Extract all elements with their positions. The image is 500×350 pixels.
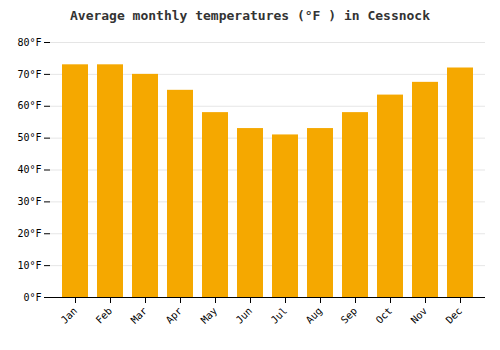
svg-text:Sep: Sep [339, 305, 360, 326]
svg-text:Dec: Dec [444, 305, 465, 326]
svg-text:70°F: 70°F [17, 69, 41, 80]
svg-text:80°F: 80°F [17, 37, 41, 48]
svg-text:May: May [199, 305, 220, 326]
svg-text:Apr: Apr [164, 305, 185, 326]
svg-text:30°F: 30°F [17, 196, 41, 207]
html-text:Average monthly temperatures (: Average monthly temperatures (°F ) in Ce… [70, 8, 430, 23]
svg-text:Feb: Feb [94, 305, 115, 326]
svg-text:10°F: 10°F [17, 260, 41, 271]
svg-text:0°F: 0°F [23, 292, 41, 303]
svg-text:Jul: Jul [269, 305, 290, 326]
svg-text:60°F: 60°F [17, 100, 41, 111]
svg-text:Mar: Mar [129, 305, 150, 326]
svg-text:Nov: Nov [409, 305, 430, 326]
svg-text:40°F: 40°F [17, 164, 41, 175]
svg-text:Oct: Oct [374, 305, 395, 326]
svg-text:50°F: 50°F [17, 132, 41, 143]
svg-text:20°F: 20°F [17, 228, 41, 239]
svg-text:Jun: Jun [234, 305, 255, 326]
svg-text:Aug: Aug [304, 305, 325, 326]
svg-text:Jan: Jan [59, 305, 80, 326]
